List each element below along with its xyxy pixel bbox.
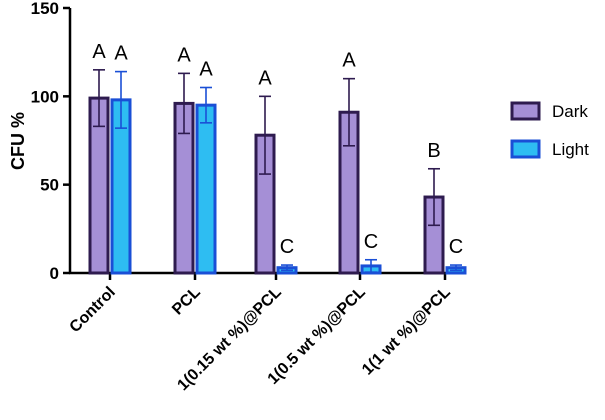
significance-letter: A xyxy=(342,50,356,72)
significance-letter: A xyxy=(92,41,106,63)
x-tick-label: Control xyxy=(67,284,119,336)
significance-letter: A xyxy=(199,59,213,81)
x-tick-label: 1(1 wt %)@PCL xyxy=(359,284,454,379)
significance-letter: A xyxy=(114,43,128,65)
y-tick-label: 100 xyxy=(31,87,59,106)
y-tick-label: 0 xyxy=(50,264,59,283)
x-tick-label: PCL xyxy=(169,284,204,319)
legend-swatch-light xyxy=(510,139,541,159)
y-tick-label: 150 xyxy=(31,0,59,18)
legend: Dark Light xyxy=(510,101,589,159)
significance-letter: C xyxy=(364,231,378,253)
significance-letter: A xyxy=(177,44,191,66)
significance-letter: A xyxy=(258,67,272,89)
significance-letter: C xyxy=(280,236,294,258)
legend-label-dark: Dark xyxy=(552,102,588,121)
significance-letter: C xyxy=(449,236,463,258)
y-axis-title: CFU % xyxy=(8,112,28,170)
y-tick-label: 50 xyxy=(40,176,59,195)
legend-label-light: Light xyxy=(552,140,589,159)
bar-light xyxy=(195,103,217,275)
significance-letter: B xyxy=(427,140,440,162)
legend-swatch-dark xyxy=(510,101,541,121)
